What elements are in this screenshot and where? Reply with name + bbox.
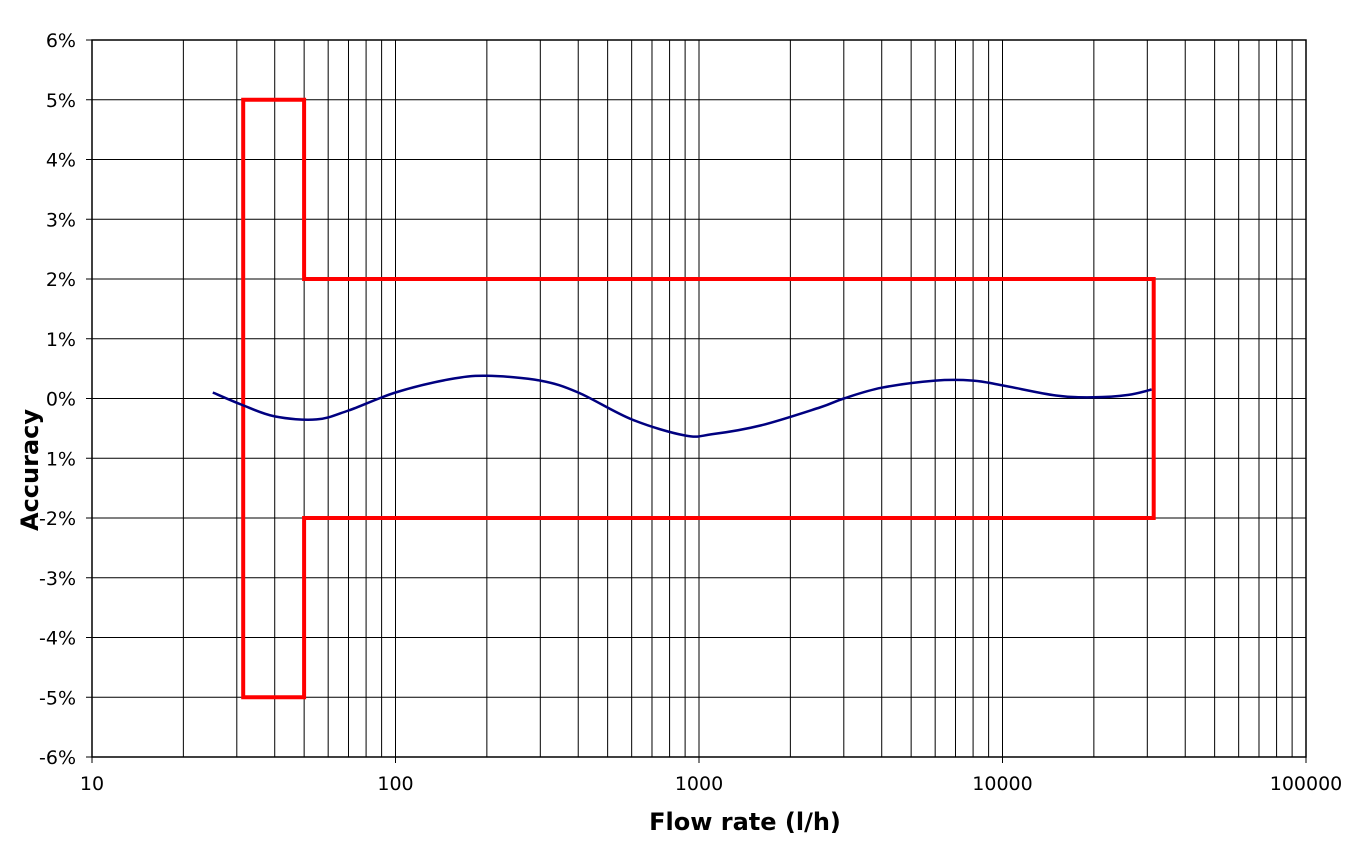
y-tick-label: 6% — [46, 30, 76, 52]
y-axis-title: Accuracy — [16, 409, 44, 531]
y-tick-label: 1% — [46, 329, 76, 351]
x-tick-label: 10 — [80, 773, 104, 795]
y-tick-label: -4% — [39, 628, 76, 650]
tolerance-envelope-line — [241, 97, 1156, 700]
x-tick-label: 10000 — [972, 773, 1032, 795]
y-tick-label: -6% — [39, 747, 76, 769]
y-tick-label: 3% — [46, 209, 76, 231]
y-tick-label: 5% — [46, 90, 76, 112]
x-tick-label: 1000 — [675, 773, 723, 795]
x-axis-title: Flow rate (l/h) — [649, 808, 841, 836]
x-tick-labels: 10 100 1000 10000 100000 — [80, 757, 1342, 795]
y-tick-label: 0% — [46, 389, 76, 411]
x-tick-label: 100 — [377, 773, 413, 795]
y-tick-label: -5% — [39, 687, 76, 709]
y-tick-label: 4% — [46, 150, 76, 172]
x-tick-label: 100000 — [1270, 773, 1343, 795]
y-tick-label: -3% — [39, 568, 76, 590]
y-tick-label: -2% — [39, 508, 76, 530]
accuracy-curve-line — [212, 374, 1152, 438]
series-layer — [212, 97, 1156, 700]
y-tick-label: 2% — [46, 269, 76, 291]
y-tick-labels: 6% 5% 4% 3% 2% 1% 0% 1% -2% -3% -4% -5% -6% — [39, 30, 92, 769]
y-tick-label: 1% — [46, 448, 76, 470]
